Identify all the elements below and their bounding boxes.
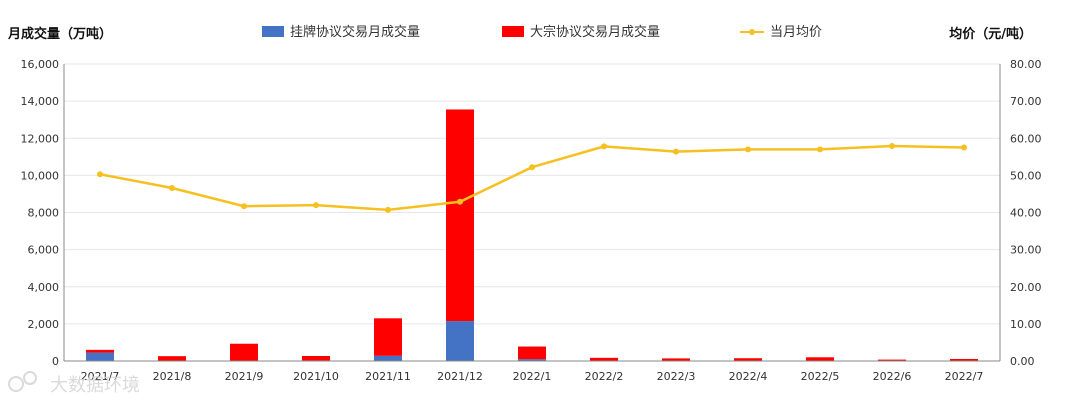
watermark-text: 大数据环境 [50, 375, 140, 396]
x-tick-label: 2022/1 [513, 370, 552, 383]
legend-label-bulk: 大宗协议交易月成交量 [530, 24, 660, 40]
x-tick-label: 2021/9 [225, 370, 264, 383]
legend-swatch-listed [262, 26, 284, 37]
price-line [97, 143, 967, 213]
bar-bulk [158, 356, 186, 361]
price-point [673, 148, 679, 155]
bar-bulk [86, 349, 114, 353]
grid [64, 63, 1000, 325]
bar-bulk [518, 346, 546, 360]
bars [86, 109, 978, 361]
price-point [889, 143, 895, 150]
y-right-tick-label: 10.00 [1010, 318, 1042, 331]
price-point [313, 202, 319, 209]
right-axis-title: 均价（元/吨） [949, 26, 1032, 42]
x-tick-label: 2021/7 [81, 370, 120, 383]
axes [63, 64, 1001, 362]
bar-bulk [878, 359, 906, 361]
price-point [241, 203, 247, 210]
bar-bulk [374, 318, 402, 356]
price-point [745, 146, 751, 153]
bar-listed [374, 355, 402, 361]
y-left-tick-label: 2,000 [28, 318, 60, 331]
bar-listed [446, 321, 474, 361]
y-left-tick-label: 4,000 [28, 281, 60, 294]
bar-bulk [590, 357, 618, 361]
y-right-tick-label: 50.00 [1010, 169, 1042, 182]
legend-marker-price [749, 29, 755, 35]
legend: 挂牌协议交易月成交量 大宗协议交易月成交量 当月均价 [262, 24, 822, 40]
bar-bulk [302, 355, 330, 361]
y-right-tick-label: 70.00 [1010, 95, 1042, 108]
y-right-tick-label: 60.00 [1010, 132, 1042, 145]
bar-bulk [806, 357, 834, 361]
x-tick-label: 2021/8 [153, 370, 192, 383]
bar-bulk [446, 109, 474, 322]
price-point [457, 198, 463, 205]
x-tick-label: 2022/6 [873, 370, 912, 383]
bar-listed [518, 359, 546, 361]
price-point [385, 206, 391, 213]
y-left-tick-label: 8,000 [28, 207, 60, 220]
bar-listed [86, 352, 114, 361]
legend-label-listed: 挂牌协议交易月成交量 [290, 24, 420, 40]
y-left-tick-label: 6,000 [28, 244, 60, 257]
y-left-tick-label: 0 [52, 355, 59, 368]
price-line-path [99, 144, 965, 212]
left-axis-title: 月成交量（万吨） [7, 26, 112, 42]
price-point [169, 184, 175, 191]
x-tick-label: 2021/11 [365, 370, 411, 383]
y-left-tick-label: 16,000 [21, 58, 60, 71]
bar-bulk [662, 358, 690, 361]
price-point [97, 171, 103, 178]
price-point [529, 164, 535, 171]
price-point [817, 146, 823, 153]
y-right-tick-label: 30.00 [1010, 244, 1042, 257]
x-tick-label: 2021/10 [293, 370, 339, 383]
legend-label-price: 当月均价 [770, 25, 822, 40]
legend-swatch-bulk [502, 26, 524, 37]
x-tick-label: 2022/7 [945, 370, 984, 383]
y-right-tick-label: 40.00 [1010, 207, 1042, 220]
bar-bulk [950, 358, 978, 361]
y-right-tick-label: 20.00 [1010, 281, 1042, 294]
watermark-logo-icon [8, 376, 24, 392]
bar-bulk [734, 358, 762, 361]
y-left-tick-label: 10,000 [21, 169, 60, 182]
x-tick-label: 2022/5 [801, 370, 840, 383]
y-left-tick-label: 12,000 [21, 132, 60, 145]
y-left-tick-label: 14,000 [21, 95, 60, 108]
tick-labels: 0 0.00 2,000 10.00 4,000 20.00 6,000 30.00 8,000… [21, 58, 1042, 383]
watermark-logo-icon-2 [23, 371, 37, 385]
x-tick-label: 2022/2 [585, 370, 624, 383]
price-point [961, 144, 967, 151]
price-point [601, 143, 607, 150]
x-tick-label: 2021/12 [437, 370, 483, 383]
x-tick-label: 2022/3 [657, 370, 696, 383]
y-right-tick-label: 0.00 [1010, 355, 1035, 368]
y-right-tick-label: 80.00 [1010, 58, 1042, 71]
x-tick-label: 2022/4 [729, 370, 768, 383]
watermark: 大数据环境 [8, 371, 140, 396]
bar-bulk [230, 343, 258, 361]
